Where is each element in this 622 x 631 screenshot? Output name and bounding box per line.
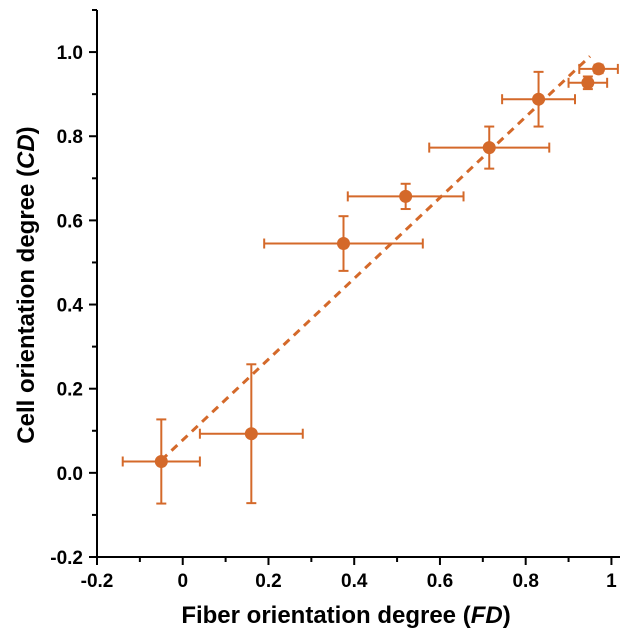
x-tick-label: 1 [606,571,617,592]
data-point [592,62,606,76]
y-tick-label: 1.0 [57,43,83,64]
data-point [581,76,595,90]
data-points [154,62,606,468]
x-tick-label: 0 [177,571,188,592]
x-axis-title: Fiber orientation degree (FD) [181,602,510,629]
data-point [154,454,168,468]
y-axis-title-end: ) [13,126,40,134]
data-point [336,237,350,251]
data-point [244,427,258,441]
y-axis-title: Cell orientation degree (CD) [13,126,40,443]
y-tick-label: 0.8 [57,127,83,148]
x-axis-title-italic: FD [471,602,503,629]
error-bars [121,63,619,505]
x-tick-label: 0.4 [341,571,368,592]
x-axis-title-end: ) [503,602,511,629]
y-tick-label: 0.4 [57,296,84,317]
data-point [482,141,496,155]
data-point [532,92,546,106]
x-tick-label: -0.2 [81,571,114,592]
y-tick-label: 0.2 [57,380,83,401]
fit-line-group [160,55,592,462]
fit-line [160,55,592,462]
axes [89,9,620,565]
x-tick-label: 0.8 [512,571,538,592]
y-tick-label: 0.0 [57,464,83,485]
x-tick-label: 0.2 [255,571,281,592]
x-axis-title-main: Fiber orientation degree ( [181,602,470,629]
data-point [399,189,413,203]
y-tick-label: 0.6 [57,211,83,232]
y-axis-title-main: Cell orientation degree ( [13,169,40,444]
y-tick-label: -0.2 [50,548,83,569]
y-axis-title-italic: CD [13,134,40,169]
tick-labels: -0.2 0 0.2 0.4 0.6 0.8 1 -0.2 0.0 0.2 0.4 0.6 0.8 1.0 [50,43,617,592]
x-tick-label: 0.6 [427,571,453,592]
